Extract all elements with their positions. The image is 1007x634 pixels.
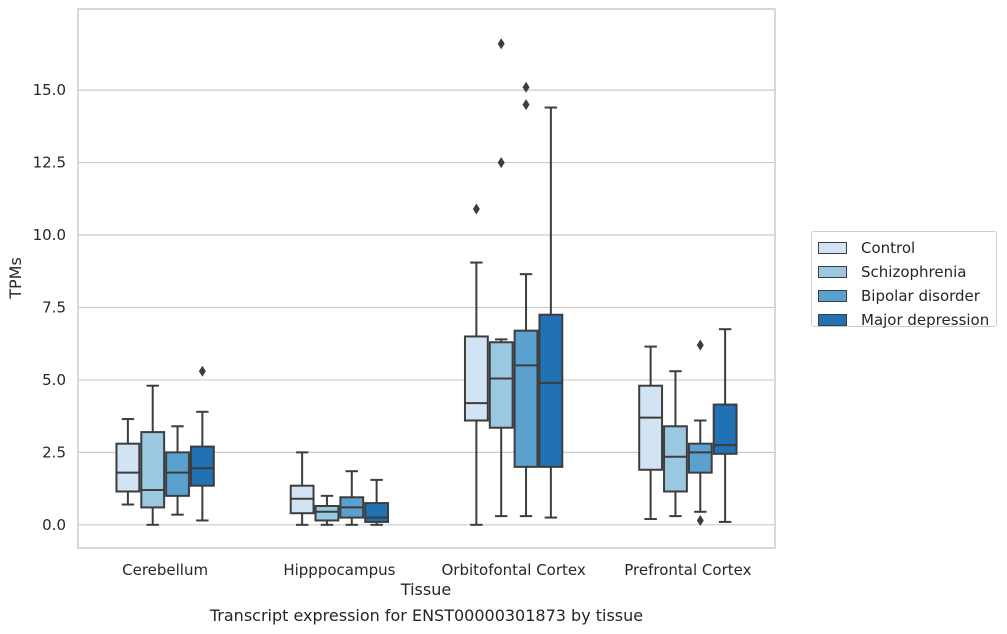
outlier-point bbox=[472, 203, 480, 215]
box-body bbox=[463, 335, 489, 422]
box-1-0 bbox=[289, 451, 315, 526]
box-body bbox=[165, 451, 190, 497]
box-body bbox=[115, 442, 141, 493]
box-body bbox=[140, 431, 166, 509]
box-0-3 bbox=[189, 365, 215, 522]
box-body bbox=[189, 445, 215, 487]
legend-label: Control bbox=[861, 239, 916, 257]
y-tick-labels: 0.0 2.5 5.0 7.5 10.0 12.5 15.0 bbox=[33, 81, 66, 534]
box-0-0 bbox=[115, 418, 141, 506]
box-0-1 bbox=[140, 384, 166, 526]
legend-swatch bbox=[818, 290, 847, 302]
box-body bbox=[663, 425, 688, 493]
box-2-1 bbox=[488, 38, 514, 518]
y-tick-label: 0.0 bbox=[42, 516, 66, 534]
legend: Control Schizophrenia Bipolar disorder Majo… bbox=[811, 231, 997, 329]
legend-item: Bipolar disorder bbox=[818, 284, 996, 308]
y-axis-label: TPMs bbox=[6, 257, 25, 300]
box-1-3 bbox=[364, 478, 390, 526]
outlier-point bbox=[497, 157, 505, 169]
legend-swatch bbox=[818, 242, 847, 254]
outlier-point bbox=[696, 339, 704, 351]
box-2-2 bbox=[513, 81, 539, 518]
y-tick-label: 12.5 bbox=[33, 154, 66, 172]
box-1-1 bbox=[314, 494, 340, 526]
x-tick-label: Orbitofontal Cortex bbox=[442, 561, 586, 579]
box-0-2 bbox=[165, 425, 190, 516]
legend-item: Major depression bbox=[818, 308, 996, 332]
box-2-3 bbox=[538, 106, 564, 519]
legend-swatch bbox=[818, 266, 847, 278]
box-body bbox=[687, 442, 713, 474]
y-tick-label: 15.0 bbox=[33, 81, 66, 99]
box-body bbox=[712, 403, 738, 455]
box-body bbox=[314, 504, 340, 522]
box-body bbox=[364, 502, 390, 523]
chart-caption: Transcript expression for ENST0000030187… bbox=[209, 606, 644, 625]
x-tick-label: Prefrontal Cortex bbox=[624, 561, 751, 579]
x-tick-label: Cerebellum bbox=[122, 561, 208, 579]
y-tick-label: 10.0 bbox=[33, 226, 66, 244]
y-tick-label: 7.5 bbox=[42, 298, 66, 316]
x-tick-label: Hipppocampus bbox=[283, 561, 395, 579]
legend-swatch bbox=[818, 314, 847, 326]
plot-boxes bbox=[115, 38, 738, 526]
y-tick-label: 2.5 bbox=[42, 443, 66, 461]
y-tick-label: 5.0 bbox=[42, 371, 66, 389]
outlier-point bbox=[198, 365, 206, 377]
legend-label: Major depression bbox=[861, 311, 990, 329]
box-body bbox=[513, 329, 539, 468]
box-3-3 bbox=[712, 328, 738, 523]
outlier-point bbox=[522, 99, 530, 111]
box-body bbox=[638, 384, 664, 471]
box-body bbox=[488, 341, 514, 429]
legend-label: Bipolar disorder bbox=[861, 287, 980, 305]
box-3-1 bbox=[663, 370, 688, 518]
x-axis-label: Tissue bbox=[400, 580, 451, 599]
plot-frame bbox=[77, 8, 776, 549]
outlier-point bbox=[696, 514, 704, 526]
outlier-point bbox=[522, 81, 530, 93]
legend-item: Schizophrenia bbox=[818, 260, 996, 284]
box-1-2 bbox=[339, 470, 365, 526]
outlier-point bbox=[497, 38, 505, 50]
legend-label: Schizophrenia bbox=[861, 263, 967, 281]
x-tick-labels: Cerebellum Hipppocampus Orbitofontal Corte… bbox=[122, 561, 751, 579]
box-3-2 bbox=[687, 339, 713, 526]
box-2-0 bbox=[463, 203, 489, 526]
box-3-0 bbox=[638, 345, 664, 521]
legend-item: Control bbox=[818, 236, 996, 260]
box-body bbox=[538, 313, 564, 468]
